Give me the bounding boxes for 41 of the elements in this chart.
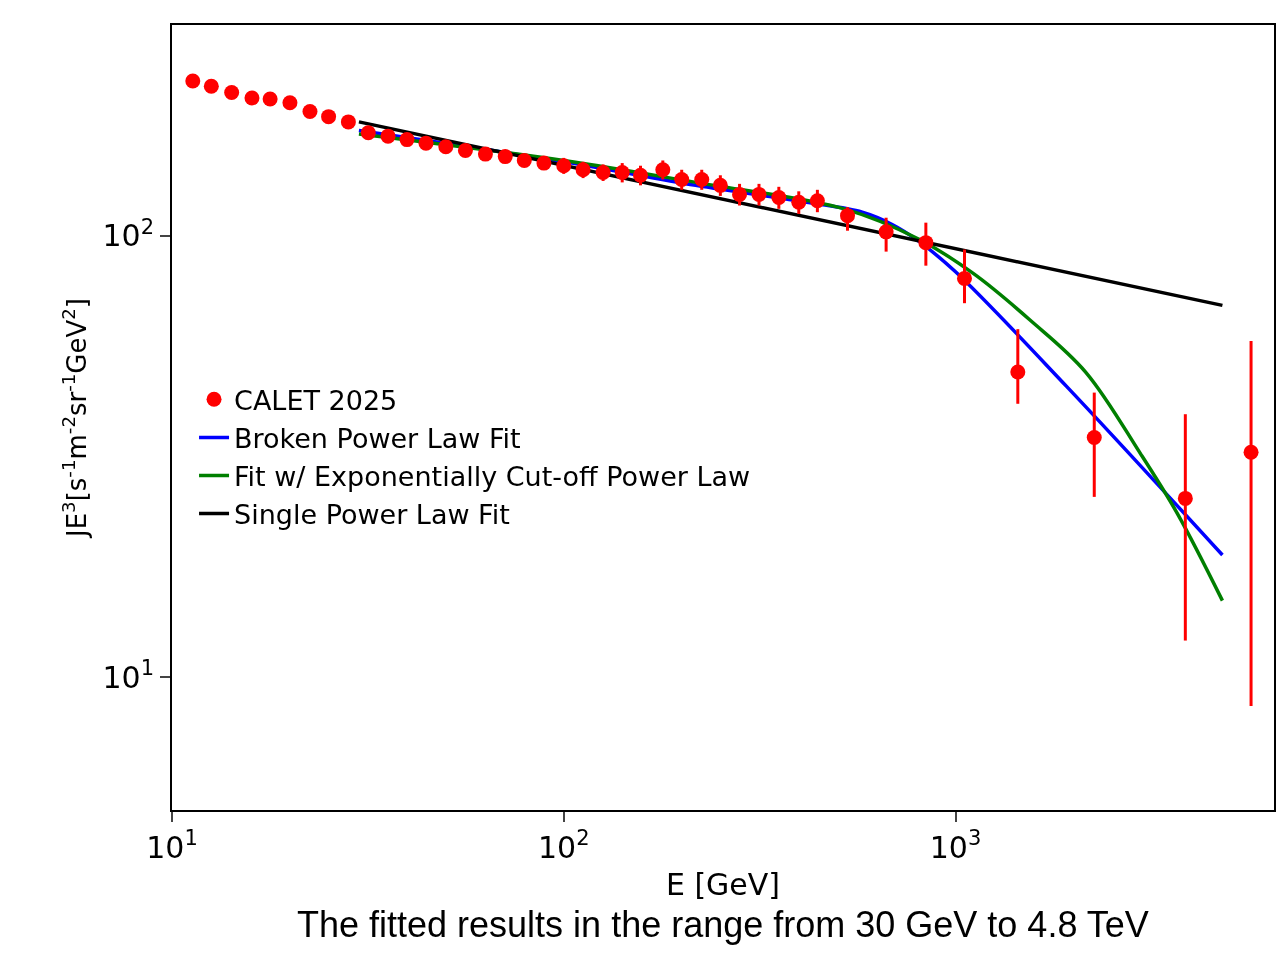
point: [360, 125, 376, 141]
point: [399, 132, 415, 148]
point: [791, 194, 807, 210]
point: [732, 186, 748, 202]
point: [712, 177, 728, 193]
point: [203, 78, 219, 94]
point: [516, 152, 532, 168]
point: [244, 90, 260, 106]
point: [340, 114, 356, 130]
point: [595, 165, 611, 180]
point: [674, 172, 690, 188]
legend-label: Broken Power Law Fit: [234, 422, 521, 454]
x-tick-label: 10$^{2}$: [537, 826, 590, 865]
point: [694, 172, 710, 188]
point: [575, 162, 591, 178]
legend-label: Fit w/ Exponentially Cut-off Power Law: [234, 461, 751, 493]
legend-label: Single Power Law Fit: [234, 499, 510, 531]
point: [809, 193, 825, 209]
point: [321, 109, 337, 125]
point: [438, 139, 454, 155]
x-axis-title: E [GeV]: [665, 867, 781, 902]
point: [614, 165, 630, 180]
point: [457, 142, 473, 158]
x-tick-label: 10$^{3}$: [929, 826, 982, 865]
point: [633, 167, 649, 183]
legend-label: CALET 2025: [234, 384, 398, 416]
point: [380, 128, 396, 144]
text: The fitted results in the range from 30 GeV to 4.8 TeV: [297, 904, 1149, 945]
point: [418, 135, 434, 151]
point: [224, 84, 240, 100]
point: [185, 73, 201, 89]
point: [771, 190, 787, 205]
point: [655, 162, 671, 178]
point: [262, 91, 278, 107]
point: [282, 95, 298, 111]
point: [302, 104, 318, 120]
point: [751, 186, 767, 202]
point: [536, 155, 552, 171]
point: [477, 146, 493, 162]
point: [497, 149, 513, 165]
x-tick-label: 10$^{1}$: [146, 826, 198, 865]
